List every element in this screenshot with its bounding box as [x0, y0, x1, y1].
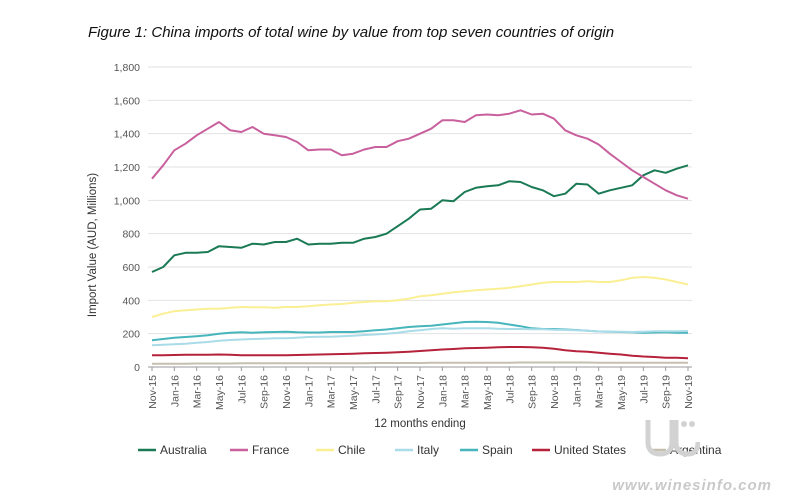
x-tick-label: Mar-18: [460, 375, 472, 408]
x-tick-label: Jul-18: [504, 375, 516, 404]
x-tick-label: Nov-17: [415, 375, 427, 409]
x-tick-label: May-19: [616, 375, 628, 410]
series-lines: [151, 109, 689, 365]
x-tick-label: Sep-19: [661, 375, 673, 409]
y-tick-label: 1,800: [114, 62, 140, 74]
x-tick-label: Mar-17: [326, 375, 338, 408]
x-tick-label: May-16: [214, 375, 226, 410]
y-tick-label: 400: [122, 295, 140, 307]
x-axis-ticks: Nov-15 Jan-16 Mar-16 May-16 Jul-16 Sep-16 Nov-…: [147, 367, 695, 410]
y-axis-ticks: 0 200 400 600 800 1,000 1,200 1,400 1,600 1,800: [114, 62, 140, 374]
legend-label: Italy: [417, 443, 439, 457]
series-line-united-states: [152, 346, 689, 360]
x-tick-label: Jul-19: [638, 375, 650, 404]
y-tick-label: 1,000: [114, 195, 140, 207]
legend-label: Spain: [482, 443, 513, 457]
x-tick-label: Jan-18: [437, 375, 449, 407]
x-tick-label: Jan-16: [169, 375, 181, 407]
x-tick-label: Jan-17: [303, 375, 315, 407]
series-line-australia: [151, 164, 689, 273]
gridlines: [148, 66, 692, 368]
x-tick-label: May-17: [348, 375, 360, 410]
y-tick-label: 1,600: [114, 95, 140, 107]
x-tick-label: Mar-19: [594, 375, 606, 408]
x-tick-label: Jul-17: [370, 375, 382, 404]
series-line-argentina: [152, 361, 688, 365]
legend: Australia France Chile Italy Spain United Sta…: [138, 443, 722, 457]
x-tick-label: Nov-19: [683, 375, 695, 409]
series-line-france: [151, 109, 689, 200]
y-axis-label: Import Value (AUD, Millions): [87, 173, 99, 317]
x-tick-label: Sep-18: [527, 375, 539, 409]
x-tick-label: Nov-15: [147, 375, 159, 409]
y-tick-label: 200: [122, 329, 140, 341]
y-tick-label: 0: [134, 362, 140, 374]
legend-label: France: [252, 443, 290, 457]
y-tick-label: 600: [122, 262, 140, 274]
x-tick-label: Nov-18: [549, 375, 561, 409]
x-tick-label: Sep-17: [393, 375, 405, 409]
y-tick-label: 1,200: [114, 162, 140, 174]
x-tick-label: Nov-16: [281, 375, 293, 409]
legend-label: United States: [554, 443, 626, 457]
y-tick-label: 800: [122, 229, 140, 241]
y-tick-label: 1,400: [114, 129, 140, 141]
chart-title: Figure 1: China imports of total wine by…: [88, 24, 615, 41]
x-tick-label: May-18: [482, 375, 494, 410]
x-tick-label: Jan-19: [571, 375, 583, 407]
legend-label: Australia: [160, 443, 207, 457]
watermark-text: www.winesinfo.com: [612, 477, 772, 494]
series-line-chile: [151, 276, 689, 318]
series-line-italy: [151, 327, 689, 347]
watermark-logo-icon: [645, 420, 700, 457]
legend-label: Chile: [338, 443, 366, 457]
x-tick-label: Sep-16: [259, 375, 271, 409]
x-tick-label: Mar-16: [192, 375, 204, 408]
x-axis-label: 12 months ending: [374, 418, 465, 430]
x-tick-label: Jul-16: [236, 375, 248, 404]
